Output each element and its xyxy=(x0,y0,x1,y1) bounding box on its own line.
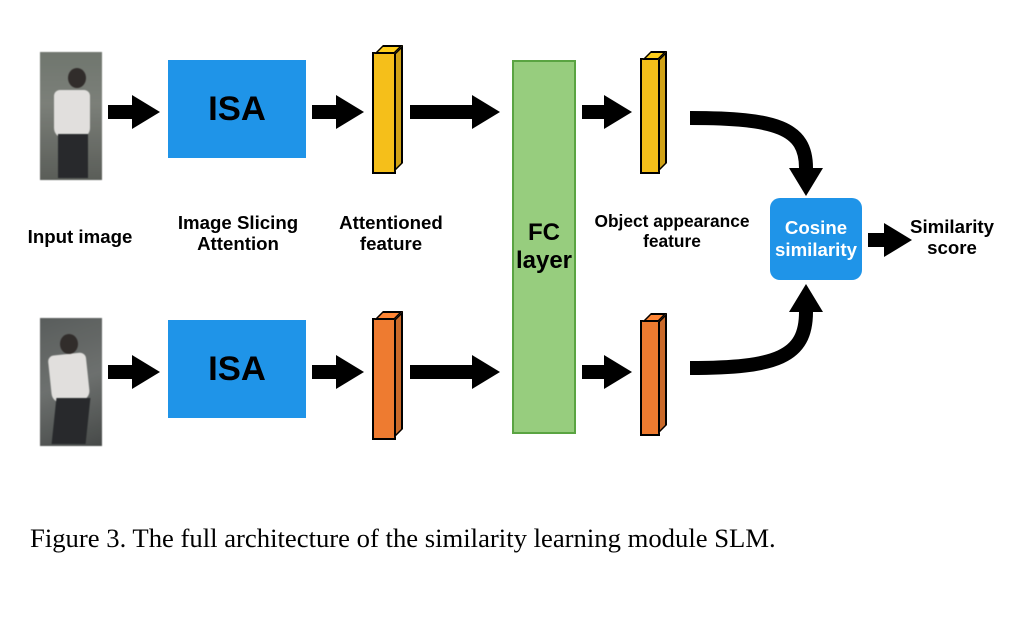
arrows-layer xyxy=(0,0,1010,500)
architecture-diagram: ISA ISA FC layer Cosine similarity Input… xyxy=(0,0,1010,500)
figure-caption: Figure 3. The full architecture of the s… xyxy=(30,520,980,557)
